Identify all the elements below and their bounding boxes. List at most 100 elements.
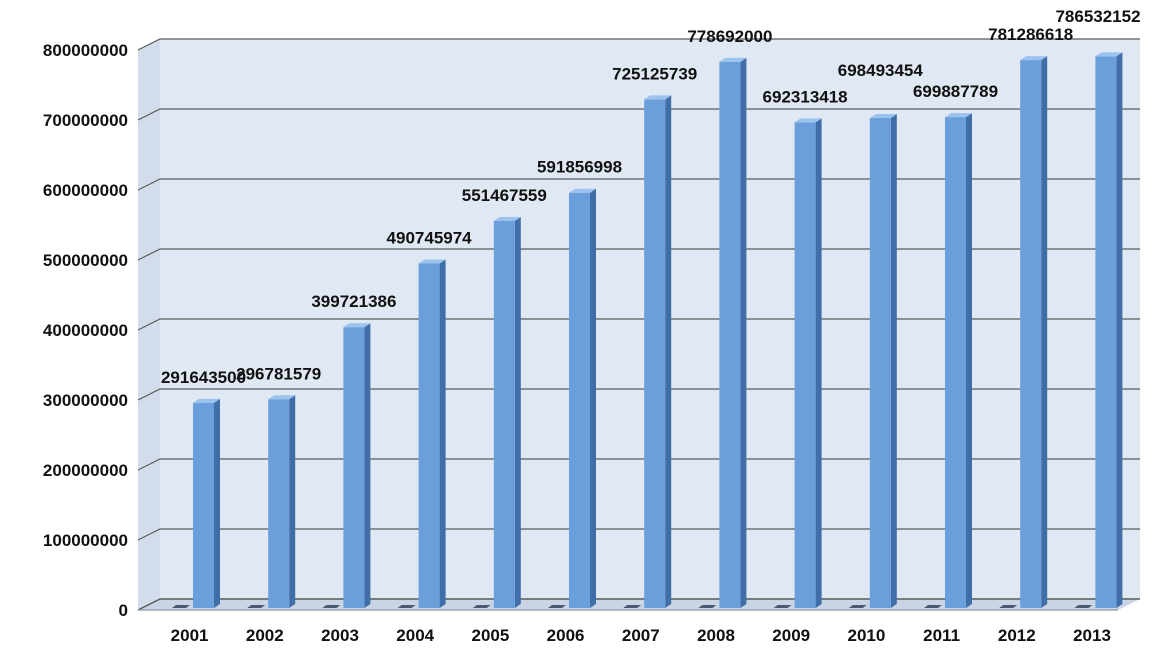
bar-2001	[172, 398, 220, 608]
bar-top-face	[193, 398, 220, 403]
x-tick-label: 2004	[396, 626, 434, 645]
bar-side-face	[890, 114, 897, 609]
bar-top-face	[343, 323, 371, 328]
bar-2007	[623, 95, 672, 608]
bar-front-face	[1020, 60, 1042, 609]
x-tick-label: 2007	[622, 626, 660, 645]
bar-base-stub	[623, 605, 642, 608]
bar-front-face	[569, 192, 590, 608]
bar-2006	[548, 188, 596, 608]
bar-base-stub	[548, 605, 566, 608]
x-tick-label: 2013	[1073, 626, 1111, 645]
bar-side-face	[439, 259, 446, 608]
x-axis-tick-labels: 2001 2002 2003 2004 2005 2006 2007 2008 2009 2010…	[171, 626, 1111, 645]
bar-base-stub	[397, 605, 416, 608]
bar-base-stub	[773, 605, 792, 608]
bar-side-face	[1116, 52, 1123, 609]
bar-base-stub	[472, 605, 491, 608]
y-tick-label: 600000000	[43, 181, 128, 200]
bar-front-face	[644, 99, 666, 608]
bar-base-stub	[247, 605, 266, 608]
bar-2010	[848, 114, 897, 609]
x-tick-label: 2012	[998, 626, 1036, 645]
bar-top-face	[719, 57, 747, 62]
y-tick-label: 100000000	[43, 531, 128, 550]
gridline	[137, 108, 1140, 121]
data-label: 399721386	[311, 292, 396, 311]
bar-2005	[472, 216, 521, 608]
x-tick-label: 2009	[772, 626, 810, 645]
bar-base-stub	[924, 605, 942, 608]
bar-side-face	[514, 216, 521, 608]
data-label: 692313418	[763, 87, 848, 106]
bar-base-stub	[848, 605, 867, 608]
bar-front-face	[945, 117, 966, 608]
x-tick-label: 2005	[471, 626, 509, 645]
bar-2002	[247, 395, 296, 608]
y-tick-label: 200000000	[43, 461, 128, 480]
y-tick-label: 500000000	[43, 251, 128, 270]
data-label: 725125739	[612, 64, 697, 83]
bar-front-face	[193, 402, 214, 608]
bar-side-face	[364, 323, 371, 608]
bar-top-face	[869, 114, 897, 119]
bar-front-face	[794, 122, 816, 608]
bar-top-face	[418, 259, 446, 264]
bar-side-face	[289, 395, 296, 608]
bar-2009	[773, 118, 822, 608]
bar-2012	[999, 56, 1048, 609]
x-tick-label: 2008	[697, 626, 735, 645]
data-label: 786532152	[1055, 7, 1140, 26]
y-tick-label: 700000000	[43, 111, 128, 130]
bar-top-face	[268, 395, 296, 400]
data-label: 698493454	[838, 61, 924, 80]
x-tick-label: 2010	[847, 626, 885, 645]
x-tick-label: 2002	[246, 626, 284, 645]
gridline	[137, 38, 1140, 51]
bar-front-face	[719, 61, 741, 609]
bar-side-face	[966, 113, 972, 608]
bar-base-stub	[172, 605, 190, 608]
bar-2003	[322, 323, 371, 608]
bar-base-stub	[1074, 605, 1093, 608]
bar-front-face	[1095, 56, 1117, 609]
bar-2008	[698, 57, 747, 609]
bars	[172, 52, 1123, 609]
bar-front-face	[418, 263, 440, 608]
y-tick-label: 300000000	[43, 391, 128, 410]
bar-side-face	[590, 188, 596, 608]
y-tick-label: 800000000	[43, 41, 128, 60]
bar-side-face	[740, 57, 747, 609]
y-tick-label: 0	[119, 601, 128, 620]
bar-base-stub	[322, 605, 341, 608]
bar-base-stub	[999, 605, 1018, 608]
data-label: 291643500	[161, 368, 246, 387]
x-tick-label: 2003	[321, 626, 359, 645]
data-label: 781286618	[988, 25, 1073, 44]
bar-side-face	[665, 95, 672, 608]
x-tick-label: 2001	[171, 626, 209, 645]
bar-side-face	[214, 398, 220, 608]
data-label: 699887789	[913, 82, 998, 101]
bar-side-face	[1041, 56, 1048, 609]
bar-front-face	[869, 118, 891, 609]
data-label: 778692000	[687, 27, 772, 46]
bar-top-face	[1095, 52, 1123, 57]
bar-top-face	[493, 216, 521, 221]
bar-top-face	[1020, 56, 1048, 61]
data-label: 490745974	[387, 228, 473, 247]
y-axis-tick-labels: 0 100000000 200000000 300000000 400000000 500…	[43, 41, 128, 620]
bar-front-face	[343, 327, 365, 608]
data-label: 296781579	[236, 364, 321, 383]
bar-top-face	[945, 113, 972, 118]
x-tick-label: 2006	[547, 626, 585, 645]
data-label: 591856998	[537, 158, 622, 177]
bar-front-face	[493, 220, 515, 608]
bar-2013	[1074, 52, 1123, 609]
bar-top-face	[569, 188, 596, 193]
bar-top-face	[794, 118, 822, 123]
bar-side-face	[815, 118, 822, 608]
